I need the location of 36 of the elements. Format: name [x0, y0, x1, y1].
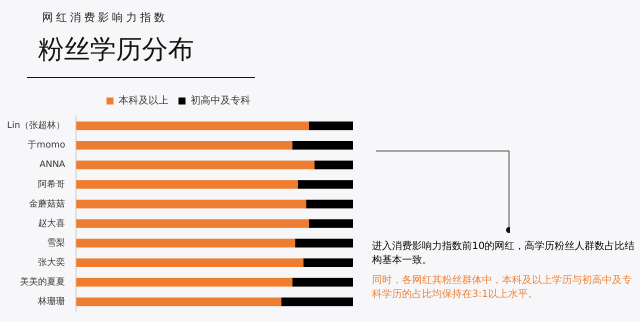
bar: [292, 278, 353, 287]
y-tick-label: 于momo: [28, 140, 66, 151]
y-tick-label: 张大奕: [38, 257, 66, 268]
bar: [280, 297, 353, 306]
y-tick-label: 雪梨: [47, 237, 66, 248]
bar: [76, 219, 310, 228]
bar: [308, 121, 353, 130]
bar: [314, 160, 353, 170]
bar: [76, 121, 310, 130]
y-tick-label: 林珊珊: [37, 296, 66, 308]
bar: [302, 258, 353, 268]
chart-title: 粉丝学历分布: [38, 34, 194, 67]
bar: [76, 200, 306, 208]
y-tick-label: 金蘑菇菇: [29, 198, 66, 210]
bar: [76, 180, 298, 189]
y-tick-label: Lin（张超林）: [7, 120, 66, 132]
y-tick-label: ANNA: [39, 160, 66, 170]
chart-subtitle: 网红消费影响力指数: [42, 10, 168, 25]
text: 进入消费影响力指数前10的网红，高学历粉丝人群数占比结构基本一致。: [372, 240, 636, 268]
bar: [294, 238, 353, 248]
bar: [76, 297, 282, 306]
bar: [76, 160, 315, 170]
text: 同时，各网红其粉丝群体中，本科及以上学历与初高中及专科学历的占比均保持在3:1以上水平。: [372, 274, 633, 302]
bar: [297, 180, 353, 189]
y-tick-label: 美美的夏夏: [20, 276, 66, 288]
bar: [306, 200, 353, 208]
bar: [76, 258, 304, 268]
bar: [308, 219, 353, 228]
bar: [76, 141, 292, 150]
bar: [292, 141, 353, 150]
y-tick-label: 赵大喜: [38, 218, 66, 229]
bar: [76, 278, 292, 287]
legend-label: 初高中及专科: [190, 94, 250, 107]
legend-label: 本科及以上: [118, 94, 168, 107]
y-tick-label: 阿希哥: [38, 178, 66, 190]
bar: [76, 238, 296, 248]
